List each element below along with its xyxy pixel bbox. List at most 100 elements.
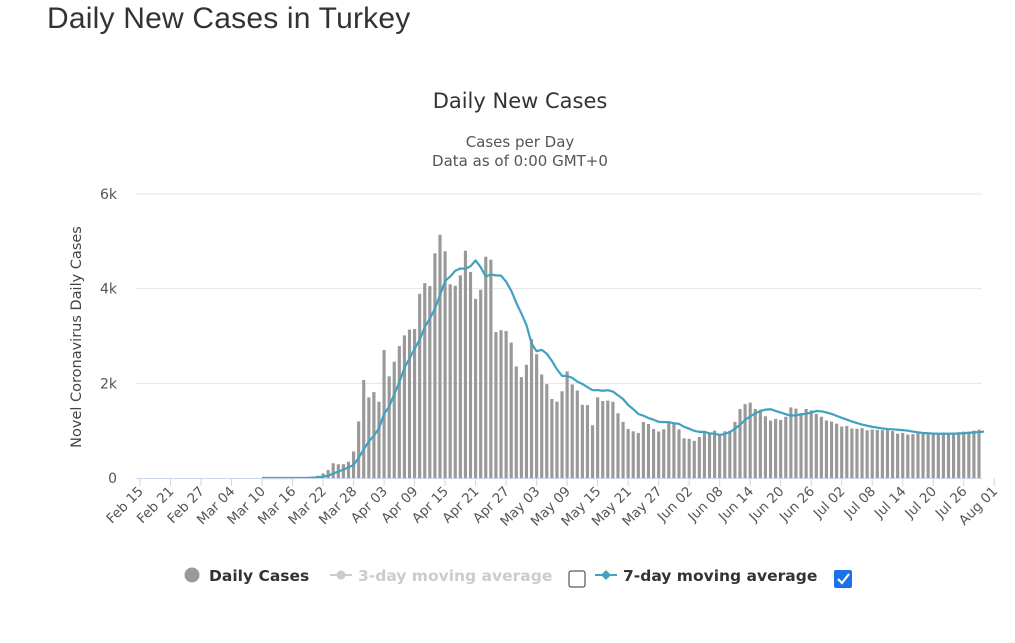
daily-cases-bar: [768, 420, 773, 478]
daily-cases-bar: [580, 404, 584, 478]
y-axis-label: Novel Coronavirus Daily Cases: [69, 226, 85, 448]
daily-cases-bar: [596, 397, 600, 478]
daily-cases-bar: [560, 391, 564, 478]
check-icon: [837, 573, 850, 585]
daily-cases-bar: [758, 410, 762, 478]
legend-item-3-day-moving-average[interactable]: 3-day moving average: [330, 567, 552, 585]
daily-cases-bar: [789, 407, 793, 478]
daily-cases-bar: [875, 429, 879, 478]
daily-cases-bar: [829, 421, 834, 478]
daily-cases-bars: [270, 234, 981, 478]
daily-cases-bar: [474, 298, 478, 478]
daily-cases-bar: [880, 430, 884, 478]
daily-cases-bar: [565, 371, 569, 478]
daily-cases-bar: [590, 425, 595, 478]
daily-cases-bar: [346, 461, 351, 478]
daily-cases-bar: [870, 429, 874, 478]
daily-cases-bar: [438, 234, 442, 478]
daily-cases-bar: [728, 430, 732, 478]
checkbox-3-day-moving-average[interactable]: [568, 570, 586, 588]
daily-cases-bar: [835, 423, 839, 478]
daily-cases-bar: [926, 433, 930, 478]
x-tick-label: Jul 08: [840, 484, 879, 523]
daily-cases-bar: [519, 377, 523, 478]
chart-title: Daily New Cases: [433, 89, 608, 113]
7-day-moving-average-line: [262, 259, 985, 480]
daily-cases-bar: [784, 416, 788, 478]
daily-cases-bar: [575, 390, 579, 478]
daily-cases-bar: [535, 354, 539, 478]
daily-cases-bar: [545, 384, 549, 478]
x-tick-label: Jul 20: [901, 484, 940, 523]
daily-cases-bar: [504, 331, 508, 478]
daily-cases-bar: [402, 335, 406, 478]
daily-cases-bar: [972, 430, 976, 478]
daily-cases-bar: [692, 440, 696, 478]
daily-cases-bar: [341, 464, 345, 478]
daily-cases-bar: [509, 342, 513, 478]
daily-cases-bar: [936, 433, 940, 478]
legend-item-daily-cases[interactable]: Daily Cases: [184, 567, 310, 585]
daily-cases-bar: [651, 429, 656, 478]
daily-cases-bar: [616, 413, 620, 478]
daily-cases-bar: [814, 413, 818, 478]
daily-cases-bar: [585, 405, 590, 478]
checkbox-7-day-moving-average[interactable]: [834, 570, 852, 588]
daily-cases-bar: [967, 431, 971, 478]
legend: Daily Cases 3-day moving average 7-day m…: [184, 567, 852, 588]
daily-cases-bar: [657, 431, 661, 478]
daily-cases-bar: [555, 401, 559, 478]
daily-cases-bar: [433, 253, 437, 478]
daily-cases-bar: [331, 463, 335, 478]
daily-cases-bar: [377, 401, 381, 478]
daily-cases-bar: [890, 431, 895, 478]
daily-cases-bar: [514, 366, 518, 478]
x-tick-label: Jul 02: [810, 484, 849, 523]
daily-cases-bar: [428, 286, 432, 478]
daily-cases-bar: [367, 397, 371, 478]
daily-cases-bar: [418, 293, 422, 478]
daily-cases-bar: [743, 404, 747, 478]
daily-cases-bar: [763, 416, 768, 478]
daily-cases-bar: [357, 421, 361, 478]
y-tick-label: 2k: [100, 376, 118, 392]
daily-cases-bar: [667, 421, 671, 478]
daily-cases-bar: [845, 425, 849, 478]
daily-cases-bar: [636, 432, 640, 478]
daily-cases-bar: [799, 412, 803, 478]
legend-label-daily-cases: Daily Cases: [209, 567, 309, 585]
daily-cases-bar: [753, 408, 757, 478]
daily-cases-bar: [804, 408, 808, 478]
daily-cases-bar: [951, 432, 956, 478]
daily-cases-bar: [479, 289, 483, 478]
daily-cases-bar: [677, 429, 681, 478]
daily-cases-bar: [682, 438, 686, 478]
daily-cases-bar: [865, 430, 869, 478]
daily-cases-bar: [707, 433, 712, 478]
daily-cases-bar: [489, 259, 493, 478]
circle-marker-icon: [184, 567, 200, 583]
daily-cases-bar: [733, 421, 737, 478]
daily-cases-bar: [463, 250, 468, 478]
daily-cases-bar: [779, 419, 783, 478]
x-tick-label: Jul 14: [871, 484, 910, 523]
daily-cases-bar: [885, 430, 890, 478]
daily-cases-bar: [855, 428, 859, 478]
daily-cases-bar: [494, 332, 498, 478]
daily-cases-bar: [896, 433, 900, 478]
daily-cases-bar: [941, 432, 945, 478]
daily-cases-bar: [407, 329, 412, 478]
daily-cases-bar: [397, 346, 401, 478]
legend-item-7-day-moving-average[interactable]: 7-day moving average: [595, 567, 817, 585]
daily-cases-bar: [570, 384, 574, 478]
daily-cases-bar: [916, 432, 920, 478]
daily-cases-bar: [326, 470, 330, 478]
daily-cases-bar: [458, 275, 462, 478]
daily-cases-bar: [687, 438, 691, 478]
daily-cases-bar: [423, 283, 427, 478]
legend-label-7-day-moving-average: 7-day moving average: [623, 567, 817, 585]
daily-cases-bar: [713, 430, 717, 478]
daily-cases-bar: [824, 420, 829, 478]
daily-cases-bar: [540, 374, 544, 478]
daily-cases-bar: [906, 434, 910, 478]
